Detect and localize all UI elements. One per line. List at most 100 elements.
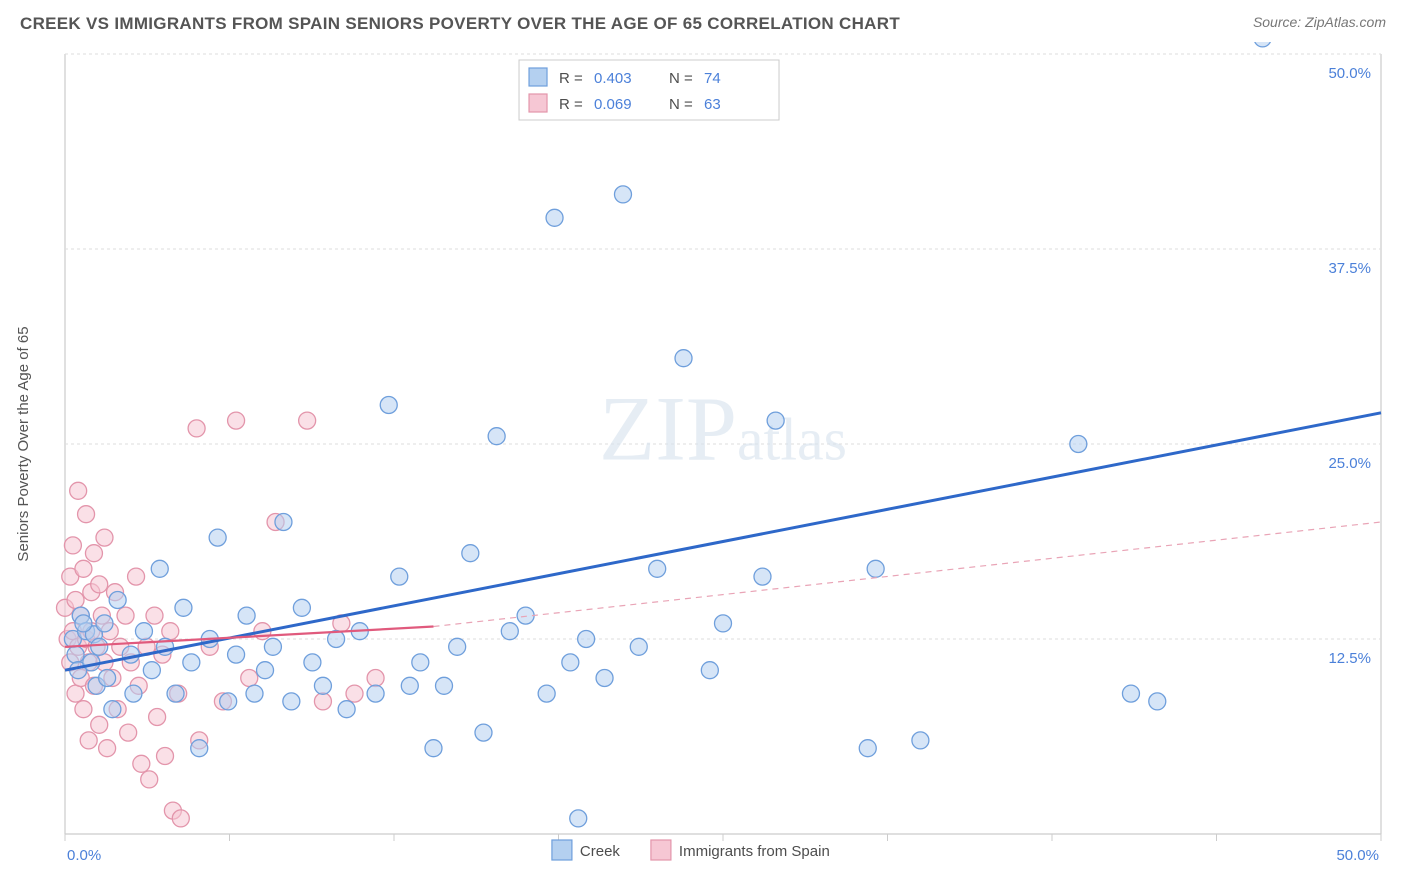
data-point xyxy=(151,560,168,577)
data-point xyxy=(1070,436,1087,453)
data-point xyxy=(538,685,555,702)
data-point xyxy=(146,607,163,624)
data-point xyxy=(367,685,384,702)
data-point xyxy=(614,186,631,203)
data-point xyxy=(228,412,245,429)
data-point xyxy=(122,646,139,663)
data-point xyxy=(293,599,310,616)
data-point xyxy=(125,685,142,702)
data-point xyxy=(1149,693,1166,710)
data-point xyxy=(188,420,205,437)
legend-swatch xyxy=(651,840,671,860)
data-point xyxy=(475,724,492,741)
data-point xyxy=(754,568,771,585)
y-tick-label: 25.0% xyxy=(1328,455,1371,472)
data-point xyxy=(96,529,113,546)
data-point xyxy=(304,654,321,671)
data-point xyxy=(64,537,81,554)
legend-swatch xyxy=(529,94,547,112)
data-point xyxy=(283,693,300,710)
data-point xyxy=(96,615,113,632)
data-point xyxy=(630,638,647,655)
data-point xyxy=(209,529,226,546)
data-point xyxy=(104,701,121,718)
data-point xyxy=(91,638,108,655)
stats-legend xyxy=(519,60,779,120)
data-point xyxy=(715,615,732,632)
data-point xyxy=(767,412,784,429)
data-point xyxy=(314,693,331,710)
data-point xyxy=(546,209,563,226)
data-point xyxy=(67,592,84,609)
data-point xyxy=(220,693,237,710)
data-point xyxy=(128,568,145,585)
scatter-chart: 12.5%25.0%37.5%50.0%0.0%50.0%Seniors Pov… xyxy=(0,42,1406,892)
legend-r-label: R = xyxy=(559,96,583,113)
data-point xyxy=(488,428,505,445)
data-point xyxy=(70,482,87,499)
legend-swatch xyxy=(529,68,547,86)
data-point xyxy=(449,638,466,655)
data-point xyxy=(246,685,263,702)
data-point xyxy=(75,701,92,718)
data-point xyxy=(99,670,116,687)
data-point xyxy=(425,740,442,757)
data-point xyxy=(675,350,692,367)
legend-series-label: Immigrants from Spain xyxy=(679,843,830,860)
data-point xyxy=(562,654,579,671)
data-point xyxy=(67,685,84,702)
data-point xyxy=(141,771,158,788)
trend-line xyxy=(65,627,433,647)
data-point xyxy=(912,732,929,749)
data-point xyxy=(380,397,397,414)
data-point xyxy=(275,514,292,531)
data-point xyxy=(175,599,192,616)
data-point xyxy=(578,631,595,648)
legend-n-label: N = xyxy=(669,70,693,87)
data-point xyxy=(238,607,255,624)
data-point xyxy=(367,670,384,687)
legend-n-value: 63 xyxy=(704,96,721,113)
data-point xyxy=(264,638,281,655)
data-point xyxy=(412,654,429,671)
data-point xyxy=(501,623,518,640)
data-point xyxy=(91,576,108,593)
data-point xyxy=(649,560,666,577)
data-point xyxy=(299,412,316,429)
data-point xyxy=(149,709,166,726)
legend-swatch xyxy=(552,840,572,860)
data-point xyxy=(1122,685,1139,702)
data-point xyxy=(117,607,134,624)
data-point xyxy=(191,740,208,757)
data-point xyxy=(67,646,84,663)
data-point xyxy=(133,755,150,772)
data-point xyxy=(120,724,137,741)
data-point xyxy=(257,662,274,679)
data-point xyxy=(338,701,355,718)
legend-r-label: R = xyxy=(559,70,583,87)
data-point xyxy=(167,685,184,702)
data-point xyxy=(314,677,331,694)
data-point xyxy=(346,685,363,702)
chart-svg: 12.5%25.0%37.5%50.0%0.0%50.0%Seniors Pov… xyxy=(0,42,1406,892)
data-point xyxy=(401,677,418,694)
data-point xyxy=(157,748,174,765)
chart-source: Source: ZipAtlas.com xyxy=(1253,14,1386,30)
data-point xyxy=(570,810,587,827)
data-point xyxy=(162,623,179,640)
y-tick-label: 12.5% xyxy=(1328,650,1371,667)
data-point xyxy=(391,568,408,585)
data-point xyxy=(228,646,245,663)
data-point xyxy=(867,560,884,577)
data-point xyxy=(143,662,160,679)
y-axis-title: Seniors Poverty Over the Age of 65 xyxy=(15,326,32,561)
legend-n-value: 74 xyxy=(704,70,721,87)
data-point xyxy=(462,545,479,562)
x-tick-label: 50.0% xyxy=(1336,847,1379,864)
data-point xyxy=(1254,42,1271,47)
chart-title: CREEK VS IMMIGRANTS FROM SPAIN SENIORS P… xyxy=(20,14,900,34)
data-point xyxy=(701,662,718,679)
chart-header: CREEK VS IMMIGRANTS FROM SPAIN SENIORS P… xyxy=(0,0,1406,38)
y-tick-label: 37.5% xyxy=(1328,260,1371,277)
y-tick-label: 50.0% xyxy=(1328,65,1371,82)
